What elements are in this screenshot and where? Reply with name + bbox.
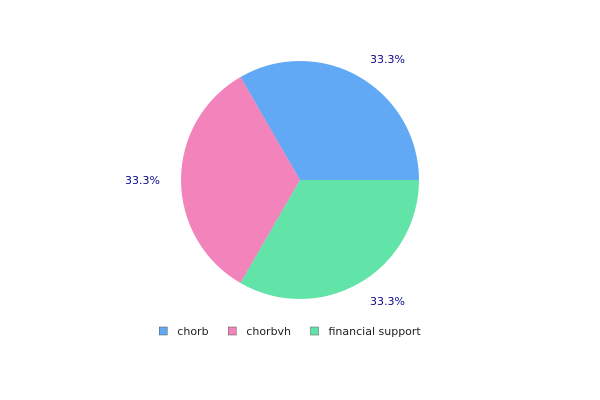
legend-swatch	[228, 326, 237, 336]
pie-data-labels: 33.3% 33.3% 33.3%	[125, 53, 405, 308]
legend-item-chorb: chorb	[159, 325, 209, 338]
chart-legend: chorb chorbvh financial support	[159, 325, 421, 338]
legend-item-chorbvh: chorbvh	[228, 325, 291, 338]
pie-slice-chorbvh	[180, 76, 300, 284]
legend-label: financial support	[329, 325, 422, 338]
pie-slice-chorb	[240, 60, 419, 180]
legend-swatch	[159, 326, 168, 336]
data-label-chorbvh: 33.3%	[125, 174, 160, 187]
data-label-financial-support: 33.3%	[370, 295, 405, 308]
legend-label: chorb	[177, 325, 208, 338]
legend-item-financial-support: financial support	[310, 325, 422, 338]
data-label-chorb: 33.3%	[370, 53, 405, 66]
legend-swatch	[310, 326, 319, 336]
pie-slice-financial-support	[240, 180, 419, 300]
legend-label: chorbvh	[246, 325, 291, 338]
pie-slices	[180, 60, 419, 300]
